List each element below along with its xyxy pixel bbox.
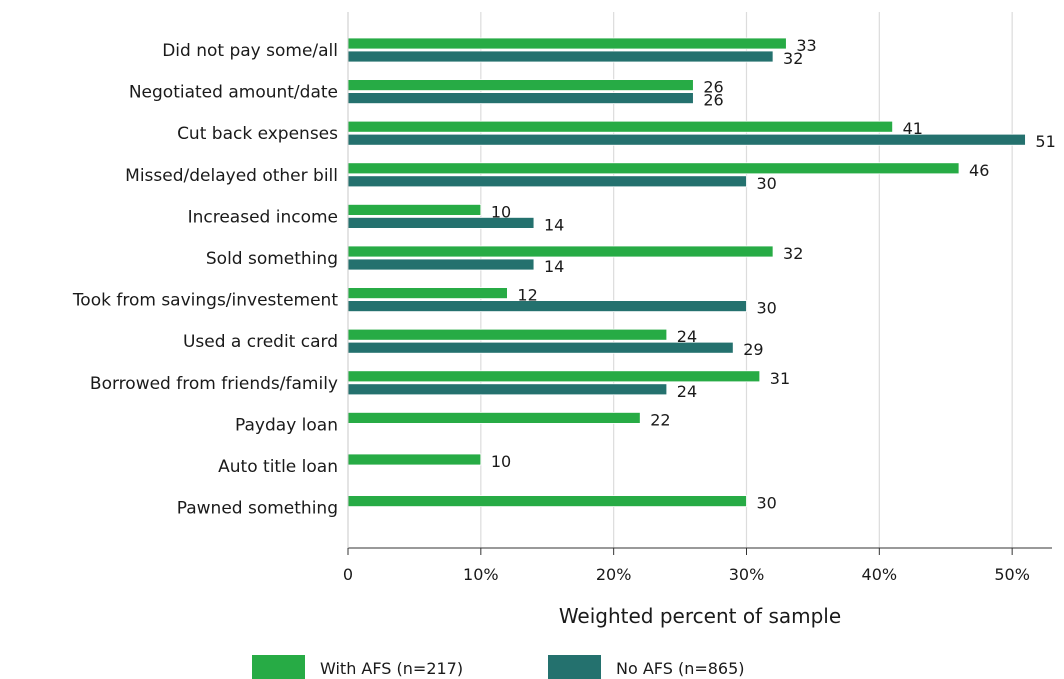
category-label: Borrowed from friends/family: [90, 374, 338, 394]
x-tick-label: 20%: [596, 565, 632, 584]
bar-with-afs: [347, 37, 787, 50]
bar-with-afs: [347, 495, 747, 508]
bar-no-afs: [347, 50, 774, 63]
bar-with-afs: [347, 162, 960, 175]
data-label: 24: [677, 327, 697, 346]
x-tick-label: 10%: [463, 565, 499, 584]
bar-no-afs: [347, 92, 694, 104]
bar-with-afs: [347, 120, 894, 133]
x-tick-label: 0: [343, 565, 353, 584]
bar-with-afs: [347, 79, 694, 91]
category-label: Auto title loan: [218, 457, 338, 477]
bar-with-afs: [347, 328, 668, 341]
data-label: 24: [677, 382, 697, 401]
data-label: 30: [756, 299, 776, 318]
data-label: 26: [703, 91, 723, 110]
x-tick-label: 40%: [862, 565, 898, 584]
category-label: Did not pay some/all: [162, 41, 338, 61]
bar-no-afs: [347, 300, 747, 313]
data-label: 14: [544, 215, 564, 234]
bar-with-afs: [347, 203, 482, 216]
category-label: Used a credit card: [183, 332, 338, 352]
legend-label: No AFS (n=865): [616, 659, 745, 678]
bar-with-afs: [347, 370, 761, 383]
data-label: 31: [770, 369, 790, 388]
x-axis: 0 10% 20% 30% 40% 50%: [343, 12, 1052, 584]
data-label: 30: [756, 174, 776, 193]
category-label: Pawned something: [177, 499, 338, 519]
data-label: 30: [756, 494, 776, 513]
data-label: 32: [783, 244, 803, 263]
x-tick-label: 50%: [994, 565, 1030, 584]
legend-swatch: [252, 655, 305, 679]
bars: [347, 37, 1026, 508]
legend: With AFS (n=217) No AFS (n=865): [252, 655, 745, 679]
bar-with-afs: [347, 453, 482, 466]
data-label: 10: [491, 452, 511, 471]
category-label: Payday loan: [235, 415, 338, 435]
bar-no-afs: [347, 133, 1026, 146]
data-label: 51: [1035, 132, 1055, 151]
data-label: 12: [517, 286, 537, 305]
category-label: Cut back expenses: [177, 124, 338, 144]
bar-no-afs: [347, 175, 747, 188]
category-label: Negotiated amount/date: [129, 83, 338, 103]
legend-swatch: [548, 655, 601, 679]
data-label: 22: [650, 410, 670, 429]
data-label: 14: [544, 257, 564, 276]
data-label: 29: [743, 340, 763, 359]
x-tick-label: 30%: [729, 565, 765, 584]
category-label: Increased income: [188, 207, 338, 227]
category-label: Took from savings/investement: [72, 291, 339, 311]
category-labels: Did not pay some/all Negotiated amount/da…: [72, 41, 339, 519]
bar-no-afs: [347, 258, 535, 271]
data-label: 26: [703, 78, 723, 97]
category-label: Sold something: [206, 249, 338, 269]
data-label: 10: [491, 202, 511, 221]
bar-with-afs: [347, 411, 641, 424]
bar-no-afs: [347, 341, 734, 354]
bar-with-afs: [347, 245, 774, 258]
data-label: 33: [796, 36, 816, 55]
data-label: 46: [969, 161, 989, 180]
data-label: 32: [783, 49, 803, 68]
x-axis-title: Weighted percent of sample: [559, 604, 841, 628]
data-labels: 3332262641514630101432141230242931242210…: [491, 36, 1056, 513]
bar-no-afs: [347, 383, 668, 396]
legend-label: With AFS (n=217): [320, 659, 463, 678]
category-label: Missed/delayed other bill: [125, 166, 338, 186]
data-label: 41: [903, 119, 923, 138]
bar-with-afs: [347, 287, 508, 300]
